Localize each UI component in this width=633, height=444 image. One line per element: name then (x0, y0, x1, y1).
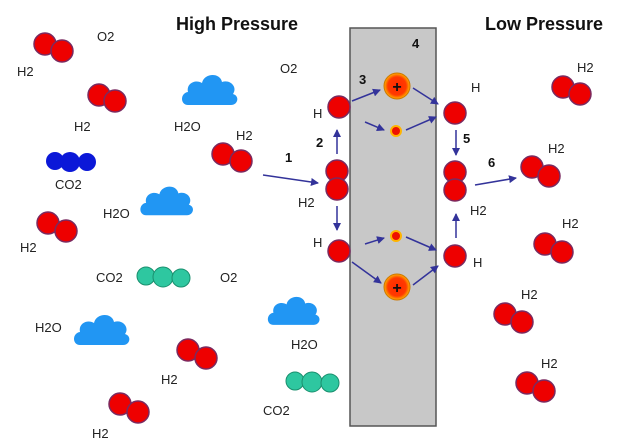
co2-molecule (285, 371, 340, 393)
h-label: H (313, 235, 322, 250)
h2-label: H2 (548, 141, 565, 156)
arrow (405, 236, 437, 251)
h2o-molecule (267, 296, 320, 325)
co2-label: CO2 (263, 403, 290, 418)
h2-molecule (33, 32, 74, 63)
h2o-molecule (74, 314, 130, 345)
h2-molecule (108, 392, 150, 424)
h2-molecule (520, 155, 561, 188)
h2-molecule (493, 302, 534, 334)
step-3-label: 3 (359, 72, 366, 87)
h2-label: H2 (236, 128, 253, 143)
proton (383, 273, 411, 301)
step-4-label: 4 (412, 36, 420, 51)
h2-label: H2 (92, 426, 109, 441)
arrow (351, 261, 382, 284)
co2-label: CO2 (96, 270, 123, 285)
o2-label: O2 (220, 270, 237, 285)
arrow (364, 236, 385, 245)
h-label: H (471, 80, 480, 95)
h2-label: H2 (541, 356, 558, 371)
h2-molecule (36, 211, 78, 243)
h2-label: H2 (470, 203, 487, 218)
h2-molecule (533, 232, 574, 264)
h-atom (327, 95, 351, 119)
h-label: H (473, 255, 482, 270)
h2-label: H2 (577, 60, 594, 75)
h-atom (443, 244, 467, 268)
h2o-label: H2O (291, 337, 318, 352)
h2o-molecule (182, 74, 238, 105)
arrow (412, 265, 439, 286)
h2-label: H2 (20, 240, 37, 255)
h2o-label: H2O (35, 320, 62, 335)
h2-molecule (211, 142, 253, 173)
co2-label: CO2 (55, 177, 82, 192)
arrow (351, 88, 381, 102)
h-label: H (313, 106, 322, 121)
o2-label: O2 (280, 61, 297, 76)
co2-molecule (46, 152, 96, 172)
title-low-pressure: Low Pressure (485, 14, 603, 34)
h2-molecule (551, 75, 592, 106)
proton-sign: + (392, 280, 401, 297)
arrow (412, 87, 439, 105)
h2-label: H2 (74, 119, 91, 134)
arrow-6 (474, 175, 517, 186)
h-atom (443, 101, 467, 125)
proton-sign: + (392, 79, 401, 96)
h2-molecule-recombined (443, 160, 467, 202)
h2-molecule-adsorbed (325, 159, 349, 201)
co2-molecule (136, 266, 191, 288)
h2-label: H2 (562, 216, 579, 231)
h2-molecule (176, 338, 218, 370)
arrow (405, 116, 437, 131)
electron (390, 125, 402, 137)
proton (383, 72, 411, 100)
arrow (364, 121, 385, 131)
h2o-label: H2O (103, 206, 130, 221)
h2-label: H2 (17, 64, 34, 79)
title-high-pressure: High Pressure (176, 14, 298, 34)
h2-label: H2 (298, 195, 315, 210)
h2-molecule (515, 371, 556, 403)
step-6-label: 6 (488, 155, 495, 170)
h-atom (327, 239, 351, 263)
h2-molecule (87, 83, 127, 113)
h2-label: H2 (521, 287, 538, 302)
electron (390, 230, 402, 242)
step-1-label: 1 (285, 150, 292, 165)
h2-label: H2 (161, 372, 178, 387)
step-5-label: 5 (463, 131, 470, 146)
arrow-1 (262, 174, 319, 186)
o2-label: O2 (97, 29, 114, 44)
step-2-label: 2 (316, 135, 323, 150)
h2o-label: H2O (174, 119, 201, 134)
h2o-molecule (140, 186, 193, 216)
